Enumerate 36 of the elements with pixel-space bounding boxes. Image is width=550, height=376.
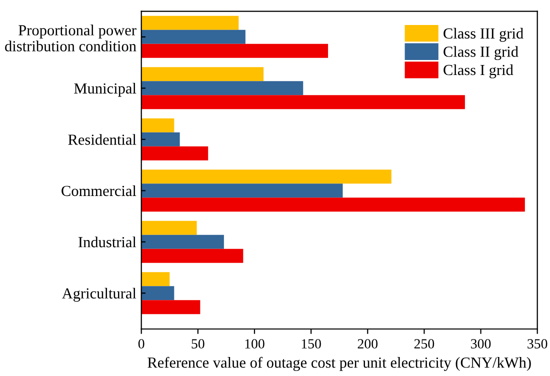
y-tick-label: Residential [68, 134, 136, 145]
y-tick-label: Commercial [62, 185, 136, 196]
bar [141, 81, 304, 96]
bar [141, 132, 180, 146]
bar [141, 170, 392, 184]
bar [141, 300, 200, 314]
bar [141, 16, 239, 30]
x-tick-label: 250 [414, 339, 434, 348]
bar [141, 184, 343, 198]
x-tick-label: 0 [138, 339, 144, 348]
legend-label: Class II grid [444, 46, 518, 60]
bar [141, 44, 328, 58]
x-tick-label: 300 [471, 339, 491, 348]
legend-label: Class III grid [444, 28, 524, 42]
bar [141, 95, 465, 110]
bar [141, 30, 246, 44]
bar [141, 286, 174, 300]
x-tick-label: 350 [528, 339, 548, 348]
legend-label: Class I grid [444, 64, 514, 78]
y-tick-label: Agricultural [62, 288, 136, 302]
x-tick-label: 150 [302, 339, 321, 348]
bar [141, 220, 197, 235]
bar [141, 118, 174, 132]
x-tick-label: 200 [358, 339, 378, 348]
bar [141, 272, 170, 286]
y-tick-label: Proportional power distribution condition [5, 24, 136, 52]
x-axis-title: Reference value of outage cost per unit electricity (CNY/kWh) [148, 356, 531, 371]
bar [141, 234, 224, 249]
x-tick-label: 100 [245, 339, 264, 348]
y-tick-label: Municipal [74, 82, 136, 97]
bar [141, 198, 525, 212]
x-tick-label: 50 [192, 339, 204, 348]
bar [141, 146, 208, 160]
bar [141, 248, 244, 263]
bar [141, 67, 264, 82]
y-tick-label: Industrial [78, 236, 136, 248]
